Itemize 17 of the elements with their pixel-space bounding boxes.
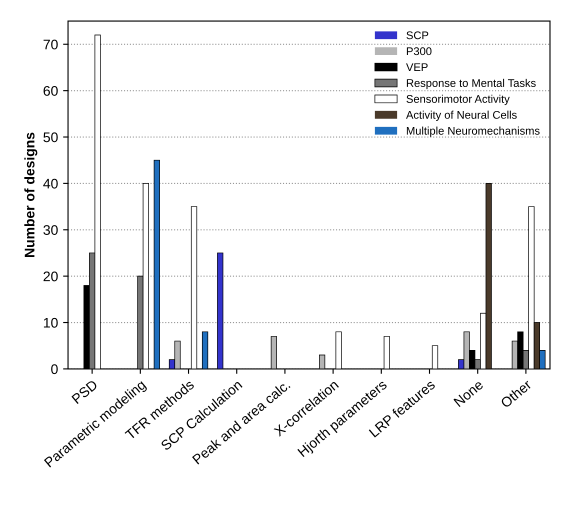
legend-label: Activity of Neural Cells — [406, 110, 517, 122]
legend-label: Multiple Neuromechanisms — [406, 126, 540, 137]
x-tick-label: PSD — [71, 379, 98, 404]
y-tick-label: 40 — [43, 178, 58, 189]
legend-label: Sensorimotor Activity — [406, 94, 510, 106]
y-tick-label: 50 — [43, 132, 58, 142]
y-tick-label: 10 — [44, 318, 58, 328]
legend-label: Response to Mental Tasks — [406, 78, 536, 90]
y-tick-label: 20 — [44, 271, 58, 282]
y-tick-label: 60 — [44, 86, 58, 96]
y-tick-label: 70 — [44, 40, 58, 50]
y-axis-title: Number of designs — [24, 132, 38, 257]
legend-label: P300 — [406, 47, 432, 56]
y-tick-label: 0 — [51, 364, 58, 374]
y-tick-label: 30 — [43, 225, 58, 235]
legend-label: VEP — [406, 63, 428, 71]
legend-label: SCP — [406, 31, 428, 40]
